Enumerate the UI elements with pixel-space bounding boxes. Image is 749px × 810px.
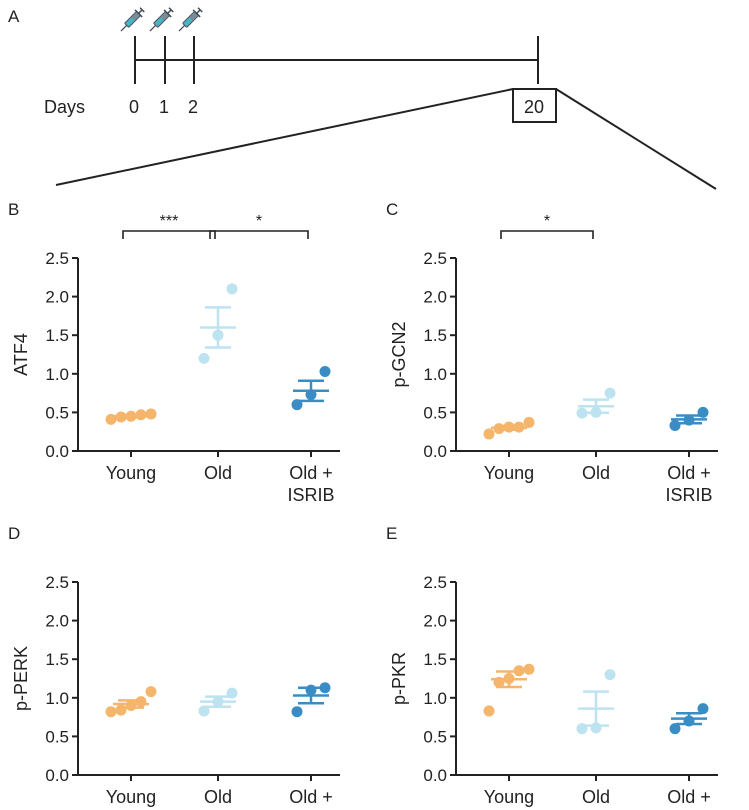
y-tick-label: 0.0	[45, 766, 69, 785]
chart-panel-b: B 0.0 0.5 1.0 1.5 2.0 2.5 ATF4 Young Old Old +ISRI…	[8, 200, 340, 505]
y-tick-label: 1.0	[423, 689, 447, 708]
y-axis-label: ATF4	[11, 333, 31, 376]
data-point	[198, 705, 210, 717]
data-point	[483, 705, 495, 717]
chart-panel-c: C 0.0 0.5 1.0 1.5 2.0 2.5 p-GCN2 Young Old Old +IS…	[386, 200, 718, 505]
y-axis-label: p-PERK	[11, 646, 31, 711]
zoom-line-left	[55, 88, 514, 186]
category-label: Young	[484, 463, 534, 483]
panel-letter: B	[8, 200, 19, 219]
y-tick-label: 2.5	[45, 573, 69, 592]
category-label: ISRIB	[287, 485, 334, 505]
y-axis-label: p-GCN2	[389, 321, 409, 387]
y-tick-label: 0.5	[45, 403, 69, 422]
timeline-panel: A Days 0	[8, 7, 717, 190]
y-tick-label: 1.0	[45, 365, 69, 384]
y-tick-label: 1.5	[45, 650, 69, 669]
day-tick-label: 0	[129, 97, 139, 117]
y-tick-label: 2.0	[423, 612, 447, 631]
category-label: Young	[106, 787, 156, 807]
day-tick-label: 2	[188, 97, 198, 117]
significance-label: ***	[160, 213, 179, 230]
syringe-icon	[149, 7, 174, 32]
y-tick-label: 1.5	[423, 650, 447, 669]
category-label: Old +	[667, 463, 711, 483]
day-tick-label: 1	[159, 97, 169, 117]
category-label: Old	[582, 463, 610, 483]
y-tick-label: 0.0	[45, 442, 69, 461]
significance-bracket	[500, 230, 594, 239]
data-point	[523, 416, 535, 428]
data-point	[145, 408, 157, 420]
zoom-line-right	[555, 88, 717, 190]
category-label: Old	[204, 463, 232, 483]
data-point	[697, 703, 709, 715]
category-label: Old	[204, 787, 232, 807]
data-point	[198, 352, 210, 364]
panel-letter: E	[386, 524, 397, 543]
category-label: ISRIB	[665, 485, 712, 505]
y-tick-label: 0.5	[423, 727, 447, 746]
y-tick-label: 1.5	[45, 326, 69, 345]
y-tick-label: 1.0	[45, 689, 69, 708]
y-axis-label: p-PKR	[389, 652, 409, 705]
days-label: Days	[44, 97, 85, 117]
category-label: Old +	[667, 787, 711, 807]
y-tick-label: 1.5	[423, 326, 447, 345]
category-label: Young	[484, 787, 534, 807]
significance-label: *	[544, 213, 550, 230]
category-label: Young	[106, 463, 156, 483]
y-tick-label: 2.5	[423, 249, 447, 268]
data-point	[226, 283, 238, 295]
data-point	[523, 663, 535, 675]
data-point	[319, 365, 331, 377]
data-point	[135, 696, 147, 708]
data-point	[669, 723, 681, 735]
panel-letter: C	[386, 200, 398, 219]
data-point	[115, 704, 127, 716]
y-tick-label: 2.0	[45, 612, 69, 631]
y-tick-label: 2.0	[423, 288, 447, 307]
syringe-icon	[120, 7, 145, 32]
y-tick-label: 0.0	[423, 766, 447, 785]
category-label: Old	[582, 787, 610, 807]
y-tick-label: 0.0	[423, 442, 447, 461]
data-point	[291, 706, 303, 718]
category-label: Old +	[289, 787, 333, 807]
significance-bracket	[122, 230, 216, 239]
category-label: Old +	[289, 463, 333, 483]
data-point	[669, 420, 681, 432]
y-tick-label: 2.5	[423, 573, 447, 592]
y-tick-label: 0.5	[45, 727, 69, 746]
syringe-icon	[178, 7, 203, 32]
data-point	[604, 669, 616, 681]
data-point	[105, 706, 117, 718]
panel-letter: D	[8, 524, 20, 543]
y-tick-label: 0.5	[423, 403, 447, 422]
significance-bracket	[209, 230, 309, 239]
data-point	[319, 682, 331, 694]
y-tick-label: 1.0	[423, 365, 447, 384]
data-point	[576, 407, 588, 419]
data-point	[604, 387, 616, 399]
y-tick-label: 2.0	[45, 288, 69, 307]
y-tick-label: 2.5	[45, 249, 69, 268]
day-20-box	[512, 88, 557, 123]
data-point	[145, 686, 157, 698]
significance-label: *	[256, 213, 262, 230]
data-point	[483, 428, 495, 440]
day-20-label: 20	[524, 97, 544, 117]
panel-letter-a: A	[8, 7, 20, 26]
